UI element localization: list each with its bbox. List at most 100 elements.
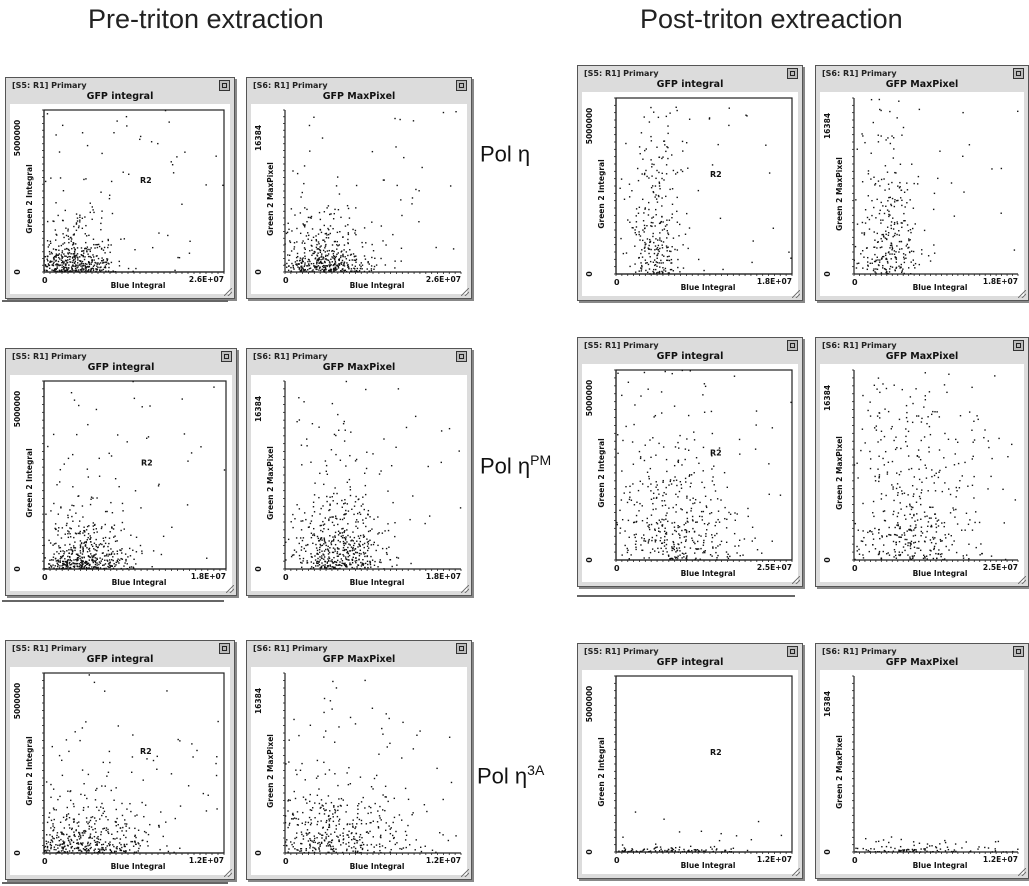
scatter-point (366, 555, 369, 557)
resize-handle-icon[interactable] (1018, 290, 1026, 298)
scatter-point (634, 543, 637, 545)
scatter-point (109, 761, 111, 764)
window-close-button[interactable] (787, 340, 798, 351)
window-close-button[interactable] (456, 80, 467, 91)
scatter-point (667, 246, 669, 248)
scatter-point (867, 264, 869, 266)
scatter-point (45, 265, 48, 268)
scatter-point (301, 270, 303, 272)
scatter-point (880, 219, 882, 221)
scatter-point (107, 246, 109, 249)
scatter-point (338, 839, 340, 841)
scatter-point (102, 807, 104, 809)
scatter-point (373, 851, 375, 853)
scatter-point (874, 480, 877, 482)
scatter-point (88, 828, 90, 830)
scatter-point (892, 540, 895, 543)
scatter-point (884, 237, 887, 239)
scatter-point (665, 486, 667, 489)
scatter-point (621, 518, 624, 521)
resize-handle-icon[interactable] (226, 585, 234, 593)
scatter-point (127, 267, 130, 270)
window-close-button[interactable] (456, 351, 467, 362)
scatter-point (334, 812, 336, 814)
scatter-point (65, 227, 67, 229)
scatter-point (101, 814, 103, 817)
scatter-point (82, 567, 84, 569)
window-close-button[interactable] (456, 643, 467, 654)
scatter-point (918, 495, 921, 498)
resize-handle-icon[interactable] (224, 288, 232, 296)
scatter-point (99, 262, 102, 264)
scatter-point (82, 848, 85, 850)
scatter-point (86, 266, 88, 268)
scatter-point (878, 552, 880, 554)
scatter-point (96, 851, 98, 854)
scatter-point (105, 815, 107, 818)
scatter-point (959, 415, 962, 417)
resize-handle-icon[interactable] (461, 585, 469, 593)
resize-handle-icon[interactable] (792, 576, 800, 584)
window-close-button[interactable] (1013, 340, 1024, 351)
scatter-point (95, 543, 97, 546)
scatter-point (662, 494, 664, 497)
scatter-point (70, 838, 72, 841)
scatter-point (116, 817, 118, 820)
y-tick-label-zero: 0 (585, 557, 594, 563)
window-title-bar: [S6: R1] Primary (253, 644, 328, 653)
scatter-point (649, 238, 651, 241)
scatter-points (284, 679, 457, 854)
resize-handle-icon[interactable] (792, 290, 800, 298)
scatter-point (692, 502, 694, 505)
scatter-point (364, 566, 366, 569)
scatter-point (200, 446, 202, 448)
scatter-point (871, 214, 873, 217)
scatter-point (913, 513, 915, 516)
scatter-point (686, 497, 688, 499)
scatter-point (87, 849, 89, 852)
scatter-point (290, 270, 292, 272)
scatter-point (703, 411, 706, 413)
scatter-point (880, 430, 883, 432)
window-close-button[interactable] (221, 351, 232, 362)
scatter-point (644, 207, 647, 209)
scatter-point (63, 568, 65, 570)
scatter-point (877, 264, 880, 266)
scatter-point (899, 181, 901, 184)
scatter-point (59, 565, 61, 567)
scatter-point (128, 547, 131, 550)
scatter-point (658, 185, 661, 187)
scatter-point (57, 836, 60, 838)
scatter-point (958, 487, 961, 489)
x-axis-label: Blue Integral (111, 862, 166, 871)
scatter-point (92, 522, 95, 524)
scatter-point (351, 508, 353, 510)
scatter-point (685, 481, 687, 483)
resize-handle-icon[interactable] (461, 288, 469, 296)
scatter-point (87, 822, 89, 825)
window-close-button[interactable] (219, 643, 230, 654)
scatter-point (790, 257, 792, 259)
scatter-point (648, 475, 650, 478)
scatter-point (61, 251, 63, 254)
scatter-point (73, 833, 76, 836)
scatter-point (348, 478, 351, 481)
window-close-button[interactable] (219, 80, 230, 91)
scatter-point (893, 548, 896, 551)
resize-handle-icon[interactable] (1018, 576, 1026, 584)
window-close-button[interactable] (787, 68, 798, 79)
scatter-point (676, 249, 679, 251)
window-close-button[interactable] (1013, 68, 1024, 79)
scatter-point (765, 144, 767, 146)
scatter-point (131, 840, 134, 843)
resize-handle-icon[interactable] (224, 869, 232, 877)
x-tick-label-max: 2.6E+07 (189, 275, 224, 284)
scatter-point (298, 263, 300, 265)
scatter-point (646, 225, 648, 227)
scatter-point (131, 756, 134, 758)
scatter-point (77, 259, 79, 261)
scatter-point (715, 551, 717, 554)
scatter-point (79, 545, 82, 548)
scatter-point (51, 269, 53, 271)
scatter-point (348, 543, 350, 545)
